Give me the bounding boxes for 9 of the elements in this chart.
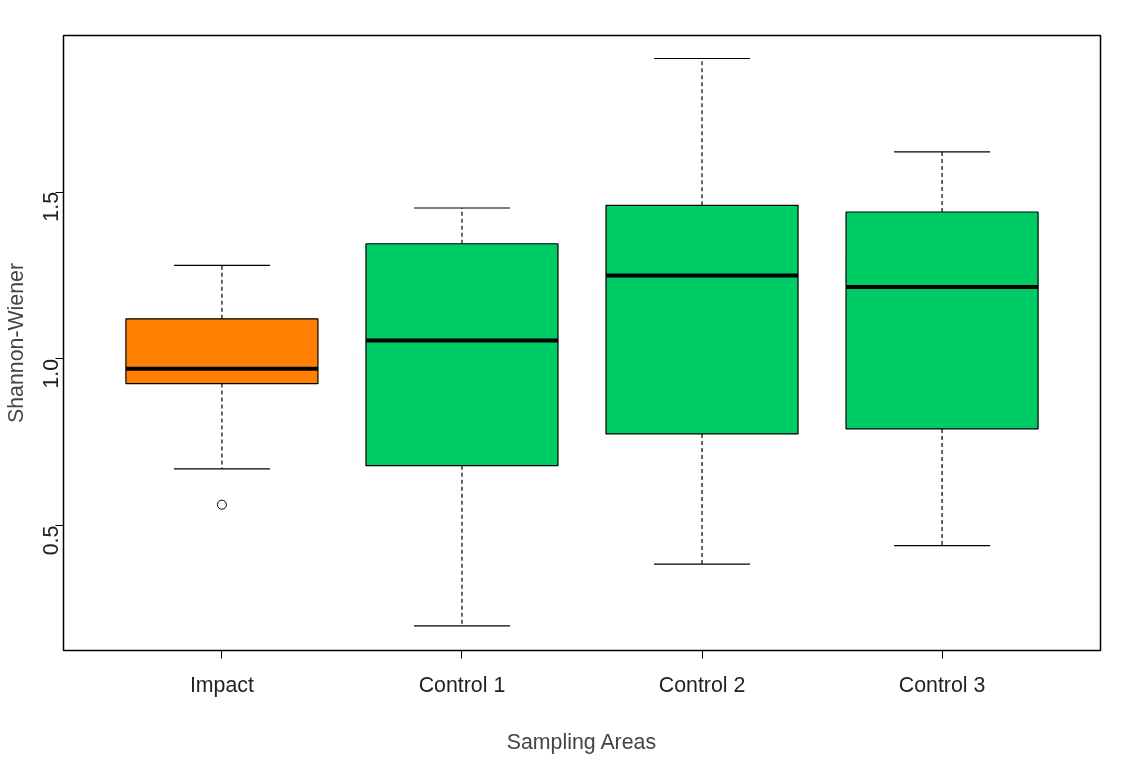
x-tick-label: Control 3	[898, 672, 986, 697]
x-tick-label: Control 2	[658, 672, 746, 697]
y-tick-label: 1.0	[39, 358, 63, 389]
y-axis-title: Shannon-Wiener	[3, 262, 28, 424]
y-tick-label: 1.5	[39, 192, 63, 222]
x-axis-title: Sampling Areas	[506, 729, 657, 754]
x-tick-label: Control 1	[418, 672, 506, 697]
y-tick-label: 0.5	[39, 525, 63, 556]
x-tick-label: Impact	[189, 672, 255, 697]
